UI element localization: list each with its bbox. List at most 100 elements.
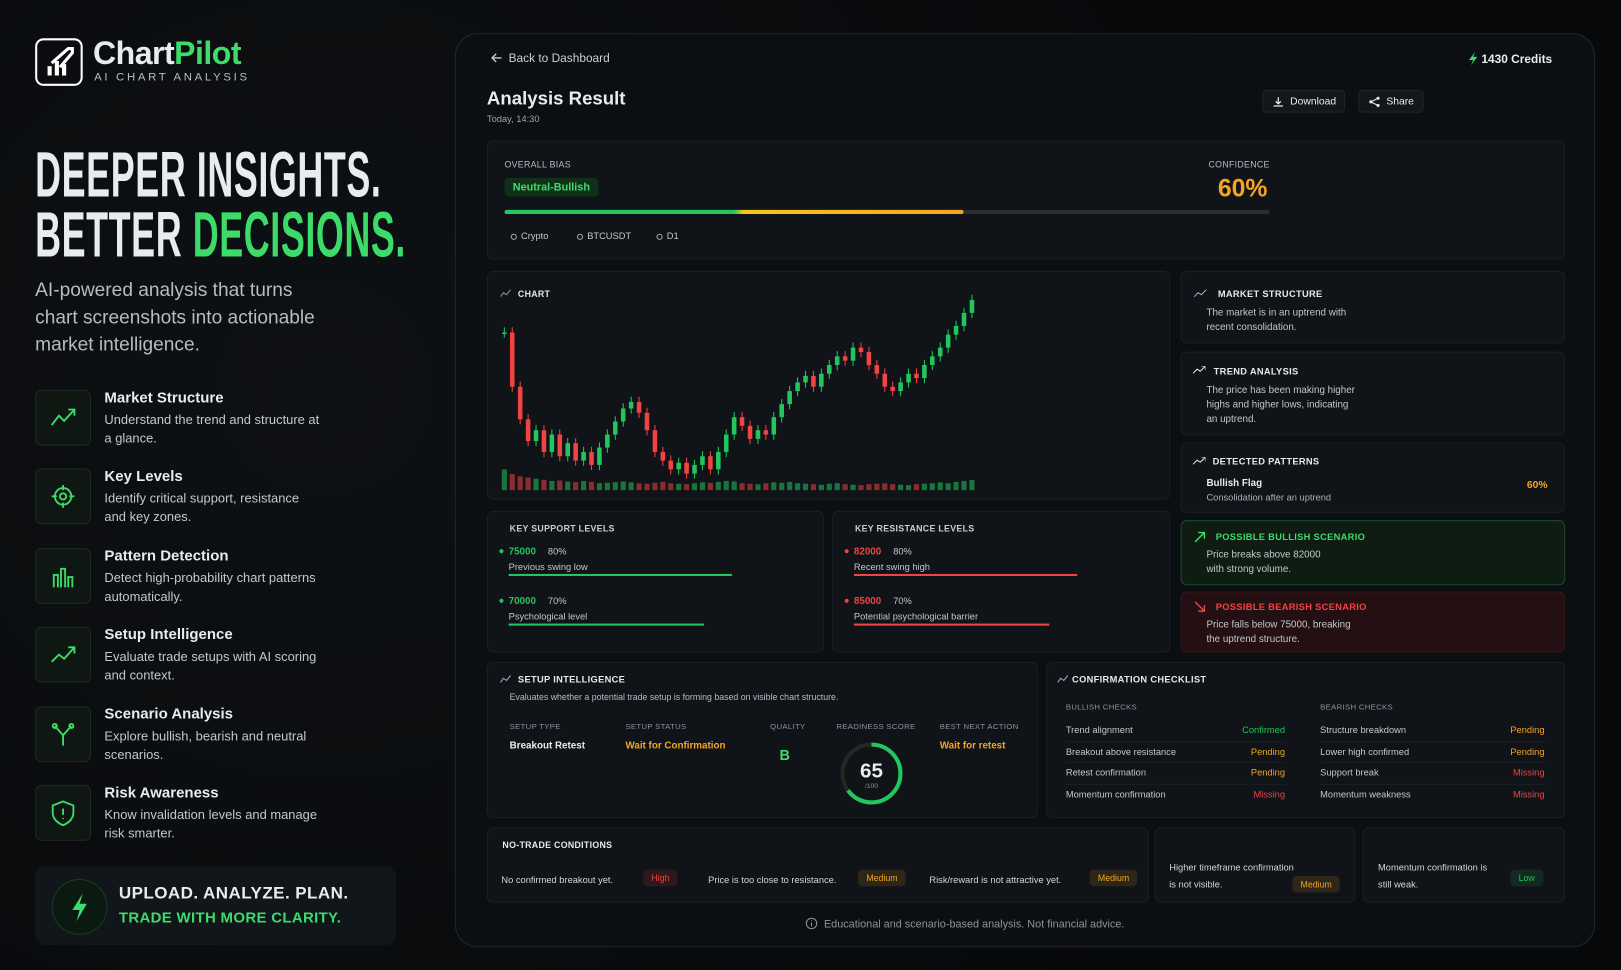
volume-bar xyxy=(890,484,896,491)
level-note: Psychological level xyxy=(508,611,588,622)
share-button[interactable]: Share xyxy=(1358,89,1424,113)
field-label: READINESS SCORE xyxy=(836,721,916,732)
volume-bar xyxy=(596,483,603,491)
bias-badge: Neutral-Bullish xyxy=(504,177,599,197)
volume-bar xyxy=(779,482,785,491)
no-trade-card: NO-TRADE CONDITIONS xyxy=(486,827,1149,903)
level-strength: 70% xyxy=(893,595,912,606)
candle-body xyxy=(937,347,943,357)
candle-body xyxy=(502,332,507,335)
candle-body xyxy=(795,382,800,392)
candle-body xyxy=(803,375,808,383)
confidence-label: CONFIDENCE xyxy=(1208,159,1270,170)
row-divider xyxy=(1065,762,1286,764)
candle-body xyxy=(692,464,697,474)
row-divider xyxy=(1065,783,1286,785)
volume-bar xyxy=(565,481,571,491)
hero-accent: DECISIONS. xyxy=(192,199,406,271)
condition-text: Price is too close to resistance. xyxy=(708,874,837,886)
volume-bar xyxy=(953,481,959,491)
candle-body xyxy=(700,456,705,465)
candle-body xyxy=(628,401,634,409)
candle-body xyxy=(771,417,777,435)
candle-body xyxy=(930,356,935,366)
candle-body xyxy=(874,365,880,374)
cta-line: TRADE WITH MORE CLARITY. xyxy=(118,910,342,927)
candle-body xyxy=(589,451,594,465)
path xyxy=(1193,366,1206,374)
cta-icon xyxy=(51,878,108,935)
candle-body xyxy=(898,382,903,392)
bias-card: OVERALL BIAS Neutral-Bullish CONFIDENCE … xyxy=(486,140,1566,260)
back-link[interactable]: Back to Dashboard xyxy=(490,52,610,65)
feature-svg xyxy=(50,408,76,426)
button-text: Share xyxy=(1386,96,1414,108)
candle-body xyxy=(605,434,610,448)
card-text: The price has been making higher highs a… xyxy=(1206,384,1355,426)
chart-icon xyxy=(500,289,511,298)
volume-bar xyxy=(787,481,793,491)
level-dot xyxy=(499,598,504,603)
volume-bar xyxy=(715,481,721,491)
support-card: KEY SUPPORT LEVELS 75000 80% Previous swin… xyxy=(486,510,824,653)
feature-desc: Identify critical support, resistance an… xyxy=(104,491,300,525)
hero-subtitle: AI-powered analysis that turns chart scr… xyxy=(35,278,315,355)
check-status: Missing xyxy=(1512,767,1545,778)
feature-glyph xyxy=(50,408,76,426)
candle-body xyxy=(739,417,745,426)
volume-bar xyxy=(905,485,912,491)
check-status: Pending xyxy=(1510,746,1545,757)
candle-body xyxy=(636,401,642,413)
pattern-confidence: 60% xyxy=(1526,479,1548,492)
strength-line xyxy=(853,573,1078,576)
candle-body xyxy=(747,425,753,439)
feature-title: Market Structure xyxy=(104,389,224,407)
icon xyxy=(1193,457,1206,465)
no-trade-card xyxy=(1362,827,1566,903)
candle-body xyxy=(969,299,975,313)
card-title: NO-TRADE CONDITIONS xyxy=(502,839,613,851)
candle-body xyxy=(557,434,563,457)
credits: 1430 Credits xyxy=(1468,51,1552,66)
volume-bar xyxy=(842,484,848,491)
check-label: Momentum weakness xyxy=(1320,788,1411,800)
candle-body xyxy=(573,443,578,461)
candle-body xyxy=(842,356,848,361)
check-label: Momentum confirmation xyxy=(1065,788,1166,800)
volume-bar xyxy=(660,481,666,491)
volume-bar xyxy=(644,483,650,491)
feature-title: Risk Awareness xyxy=(104,784,219,802)
feature-icon xyxy=(35,626,91,683)
volume-bar xyxy=(731,481,737,491)
icon xyxy=(1194,531,1206,543)
card-title: TREND ANALYSIS xyxy=(1213,366,1299,377)
bearish-card: POSSIBLE BEARISH SCENARIO Price falls be… xyxy=(1180,591,1566,653)
volume-bar xyxy=(882,483,888,491)
candle-body xyxy=(723,434,729,452)
volume-bar xyxy=(810,484,817,491)
field-value: Breakout Retest xyxy=(509,740,585,752)
path xyxy=(50,47,74,69)
feature-svg xyxy=(51,646,76,663)
download-button[interactable]: Download xyxy=(1262,89,1346,113)
candle-body xyxy=(597,447,602,465)
path xyxy=(1193,457,1206,465)
cta-box: UPLOAD. ANALYZE. PLAN. TRADE WITH MORE C… xyxy=(35,866,396,946)
icon xyxy=(1194,601,1206,612)
hero-line: BETTER DECISIONS. xyxy=(35,199,406,272)
feature-desc: Explore bullish, bearish and neutral sce… xyxy=(104,728,307,762)
bolt xyxy=(72,893,87,922)
volume-bar xyxy=(794,483,801,491)
feature-glyph xyxy=(51,800,75,827)
cta-line: UPLOAD. ANALYZE. PLAN. xyxy=(118,884,349,903)
volume-bar xyxy=(763,483,769,491)
volume-bar xyxy=(961,480,967,491)
card-text: Price breaks above 82000 with strong vol… xyxy=(1206,549,1321,575)
feature-icon xyxy=(35,389,91,446)
candle-body xyxy=(644,412,650,431)
tag: BTCUSDT xyxy=(587,230,632,241)
check-status: Missing xyxy=(1253,788,1286,800)
candle-body xyxy=(882,373,888,387)
candle-body xyxy=(779,404,784,418)
